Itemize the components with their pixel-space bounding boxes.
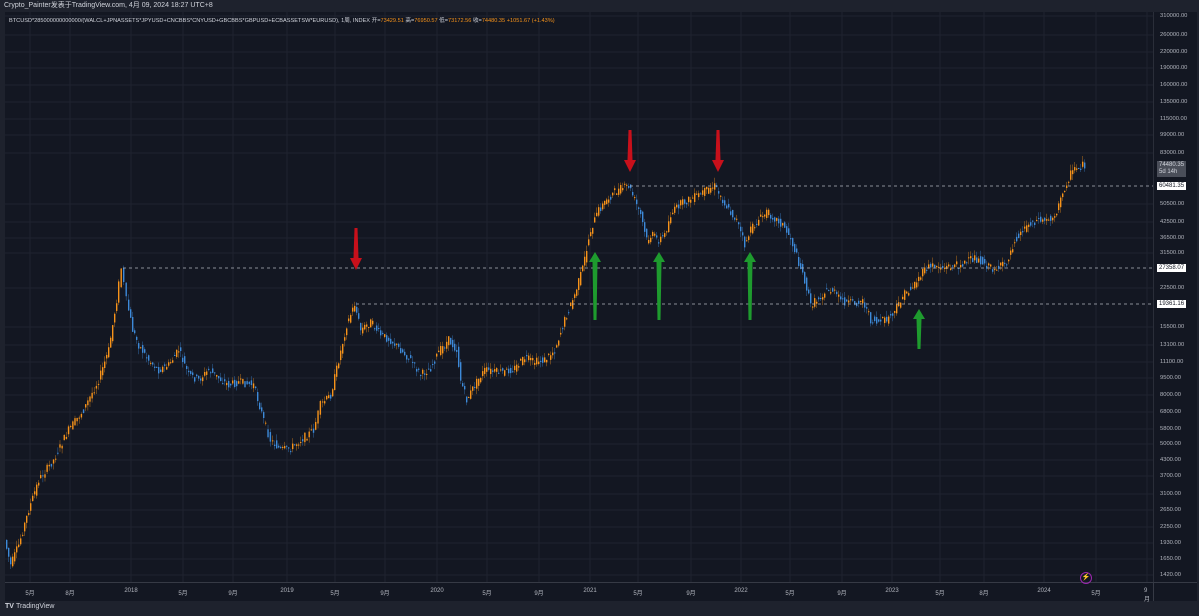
axis-corner [1153, 582, 1197, 601]
time-axis[interactable]: 5月 8月 2018 5月 9月 2019 5月 9月 2020 5月 9月 2021 5月 9月 2022… [5, 582, 1153, 603]
price-tick-label: 13100.00 [1160, 342, 1185, 348]
change-value: +1051.67 (+1.43%) [506, 18, 555, 24]
last-price-value: 74480.35 [1159, 162, 1185, 168]
price-tick-label: 8000.00 [1160, 392, 1181, 398]
price-tick-label: 1930.00 [1160, 540, 1181, 546]
price-tick-label: 50500.00 [1160, 201, 1185, 207]
price-tick-label: 135000.00 [1160, 99, 1188, 105]
close-label: 收= [472, 18, 482, 24]
price-tick-label: 160000.00 [1160, 82, 1188, 88]
price-tick-label: 220000.00 [1160, 49, 1188, 55]
price-tick-label: 22500.00 [1160, 285, 1185, 291]
price-tick-label: 3700.00 [1160, 473, 1181, 479]
time-tick-label: 9月 [380, 591, 390, 597]
price-tick-label: 1650.00 [1160, 556, 1181, 562]
time-tick-label: 5月 [330, 591, 340, 597]
high-value: 76950.57 [414, 18, 438, 24]
open-label: 开= [371, 18, 381, 24]
price-tick-label: 15500.00 [1160, 324, 1185, 330]
price-tick-label: 190000.00 [1160, 65, 1188, 71]
price-tick-label: 6800.00 [1160, 409, 1181, 415]
price-tick-label: 5000.00 [1160, 441, 1181, 447]
price-tick-label: 115000.00 [1160, 116, 1187, 122]
time-tick-label: 5月 [482, 591, 492, 597]
price-tick-label: 2250.00 [1160, 524, 1181, 530]
price-tick-label: 260000.00 [1160, 32, 1188, 38]
low-value: 73172.56 [448, 18, 472, 24]
time-tick-label: 5月 [178, 591, 188, 597]
price-tick-label: 1420.00 [1160, 572, 1181, 578]
open-value: 73429.51 [380, 18, 404, 24]
low-label: 低= [439, 18, 449, 24]
tradingview-logo-icon: TV [5, 603, 14, 610]
price-tick-label: 83000.00 [1160, 150, 1185, 156]
level-tag-mid: 27358.07 [1157, 264, 1187, 272]
price-tick-label: 2650.00 [1160, 507, 1181, 513]
price-tick-label: 5800.00 [1160, 426, 1181, 432]
time-tick-label: 9月 [1144, 588, 1151, 603]
chart-pane[interactable] [5, 12, 1153, 582]
level-tag-low: 19361.16 [1157, 300, 1187, 308]
time-tick-label: 5月 [935, 591, 945, 597]
time-tick-label: 5月 [1091, 591, 1101, 597]
price-tick-label: 36500.00 [1160, 235, 1185, 241]
time-tick-label: 2024 [1037, 588, 1051, 594]
time-tick-label: 9月 [534, 591, 544, 597]
symbol-legend: BTCUSD*285000000000000/(WALCL+JPNASSETS*… [9, 16, 555, 24]
price-tick-label: 310000.00 [1160, 13, 1188, 19]
tradingview-branding: TV TradingView [5, 603, 54, 610]
time-tick-label: 2019 [280, 588, 294, 594]
time-tick-label: 9月 [228, 591, 238, 597]
price-tick-label: 11100.00 [1160, 359, 1184, 365]
price-axis[interactable]: 310000.00 260000.00 220000.00 190000.00 1600… [1153, 12, 1197, 582]
price-tick-label: 9500.00 [1160, 375, 1181, 381]
level-tag-high: 60481.35 [1157, 182, 1187, 190]
price-tick-label: 42500.00 [1160, 219, 1185, 225]
brand-name: TradingView [15, 603, 55, 610]
time-tick-label: 9月 [686, 591, 696, 597]
price-tick-label: 99000.00 [1160, 132, 1185, 138]
time-tick-label: 5月 [25, 591, 35, 597]
time-tick-label: 2023 [885, 588, 899, 594]
time-tick-label: 5月 [785, 591, 795, 597]
price-tick-label: 4300.00 [1160, 457, 1181, 463]
price-tick-label: 3100.00 [1160, 491, 1181, 497]
time-tick-label: 2021 [583, 588, 597, 594]
high-label: 高= [405, 18, 415, 24]
time-tick-label: 9月 [837, 591, 847, 597]
time-tick-label: 2020 [430, 588, 444, 594]
lightning-icon[interactable]: ⚡ [1080, 572, 1092, 584]
time-tick-label: 8月 [979, 591, 989, 597]
time-tick-label: 5月 [633, 591, 643, 597]
bar-countdown: 5d 14h [1159, 169, 1178, 175]
close-value: 74480.35 [481, 18, 506, 24]
last-price-tag: 74480.35 5d 14h [1157, 161, 1187, 177]
publisher-header: Crypto_Painter发表于TradingView.com, 4月 09,… [0, 0, 1199, 12]
time-tick-label: 2022 [734, 588, 748, 594]
symbol-title: BTCUSD*285000000000000/(WALCL+JPNASSETS*… [9, 18, 371, 24]
time-tick-label: 8月 [65, 591, 75, 597]
price-tick-label: 31500.00 [1160, 250, 1185, 256]
time-tick-label: 2018 [124, 588, 138, 594]
